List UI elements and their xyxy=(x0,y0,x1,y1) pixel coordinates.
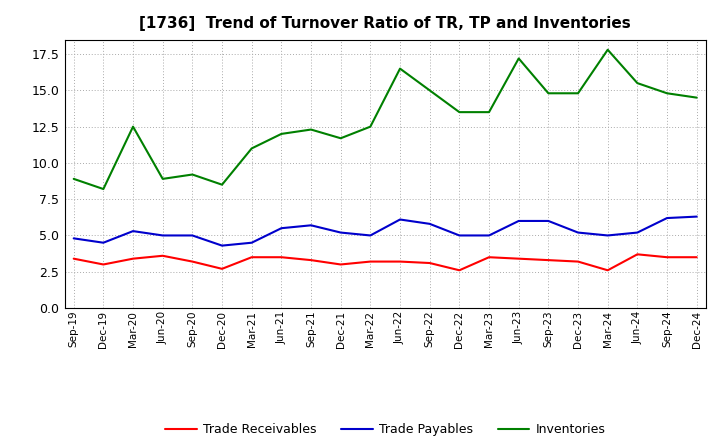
Inventories xyxy=(693,95,701,100)
Inventories xyxy=(248,146,256,151)
Inventories xyxy=(99,187,108,192)
Trade Payables xyxy=(693,214,701,219)
Trade Payables xyxy=(129,228,138,234)
Inventories xyxy=(662,91,671,96)
Line: Trade Payables: Trade Payables xyxy=(73,216,697,246)
Trade Payables xyxy=(485,233,493,238)
Trade Receivables xyxy=(544,257,553,263)
Inventories xyxy=(485,110,493,115)
Trade Payables xyxy=(514,218,523,224)
Trade Payables xyxy=(248,240,256,246)
Trade Payables xyxy=(455,233,464,238)
Trade Payables xyxy=(574,230,582,235)
Legend: Trade Receivables, Trade Payables, Inventories: Trade Receivables, Trade Payables, Inven… xyxy=(161,418,610,440)
Inventories xyxy=(396,66,405,71)
Line: Trade Receivables: Trade Receivables xyxy=(73,254,697,270)
Inventories xyxy=(574,91,582,96)
Inventories xyxy=(336,136,345,141)
Trade Payables xyxy=(662,216,671,221)
Trade Receivables xyxy=(129,256,138,261)
Inventories xyxy=(603,47,612,52)
Trade Receivables xyxy=(217,266,226,271)
Inventories xyxy=(129,124,138,129)
Trade Receivables xyxy=(158,253,167,258)
Trade Payables xyxy=(307,223,315,228)
Inventories xyxy=(217,182,226,187)
Trade Receivables xyxy=(693,255,701,260)
Trade Receivables xyxy=(188,259,197,264)
Trade Receivables xyxy=(514,256,523,261)
Trade Receivables xyxy=(603,268,612,273)
Trade Receivables xyxy=(396,259,405,264)
Trade Payables xyxy=(188,233,197,238)
Inventories xyxy=(277,131,286,136)
Trade Payables xyxy=(69,236,78,241)
Line: Inventories: Inventories xyxy=(73,50,697,189)
Inventories xyxy=(633,81,642,86)
Trade Receivables xyxy=(574,259,582,264)
Trade Receivables xyxy=(277,255,286,260)
Trade Payables xyxy=(158,233,167,238)
Inventories xyxy=(69,176,78,182)
Trade Receivables xyxy=(633,252,642,257)
Trade Payables xyxy=(633,230,642,235)
Inventories xyxy=(544,91,553,96)
Trade Receivables xyxy=(426,260,434,266)
Inventories xyxy=(158,176,167,182)
Trade Receivables xyxy=(336,262,345,267)
Trade Payables xyxy=(396,217,405,222)
Trade Payables xyxy=(277,226,286,231)
Trade Receivables xyxy=(248,255,256,260)
Trade Receivables xyxy=(455,268,464,273)
Trade Payables xyxy=(217,243,226,248)
Trade Payables xyxy=(99,240,108,246)
Trade Payables xyxy=(336,230,345,235)
Trade Payables xyxy=(426,221,434,227)
Inventories xyxy=(455,110,464,115)
Trade Payables xyxy=(603,233,612,238)
Trade Payables xyxy=(544,218,553,224)
Trade Receivables xyxy=(366,259,374,264)
Trade Payables xyxy=(366,233,374,238)
Trade Receivables xyxy=(69,256,78,261)
Trade Receivables xyxy=(99,262,108,267)
Inventories xyxy=(366,124,374,129)
Trade Receivables xyxy=(485,255,493,260)
Inventories xyxy=(188,172,197,177)
Title: [1736]  Trend of Turnover Ratio of TR, TP and Inventories: [1736] Trend of Turnover Ratio of TR, TP… xyxy=(140,16,631,32)
Trade Receivables xyxy=(662,255,671,260)
Inventories xyxy=(426,88,434,93)
Trade Receivables xyxy=(307,257,315,263)
Inventories xyxy=(514,56,523,61)
Inventories xyxy=(307,127,315,132)
